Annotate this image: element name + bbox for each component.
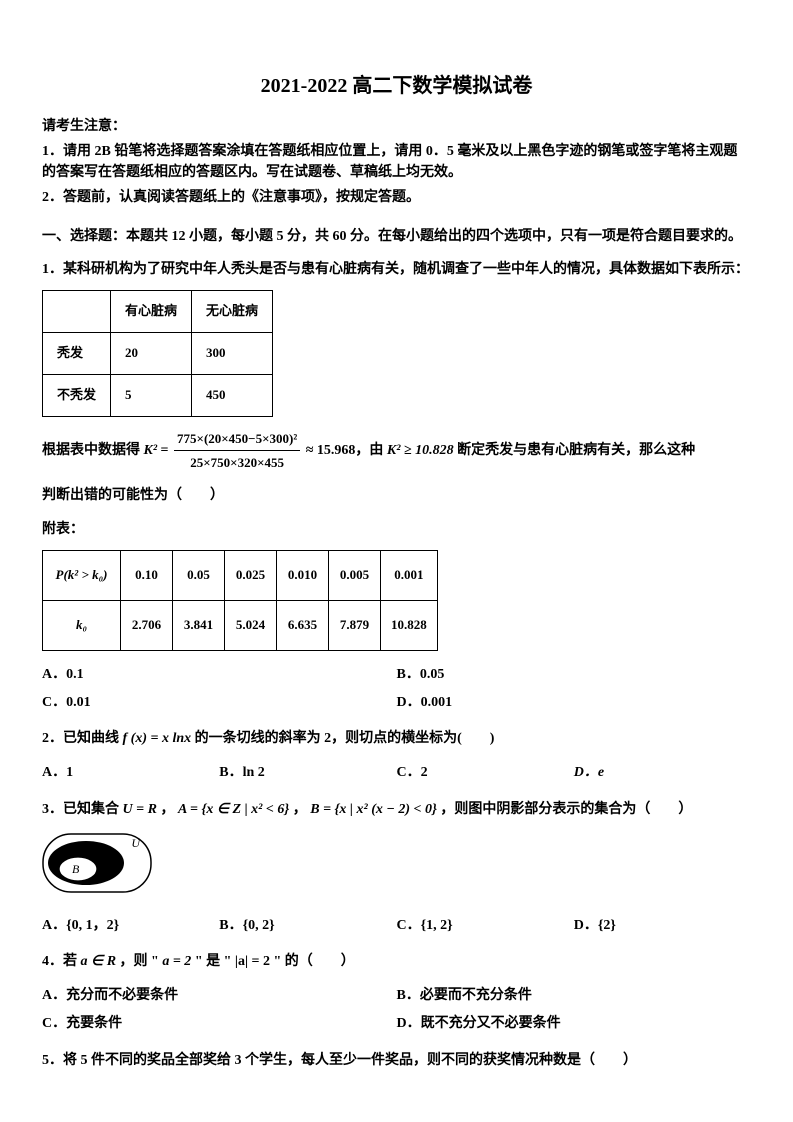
table-cell: 2.706 bbox=[121, 600, 173, 650]
q3-u: U = R bbox=[123, 802, 157, 817]
q1-data-table: 有心脏病 无心脏病 秃发 20 300 不秃发 5 450 bbox=[42, 290, 273, 416]
q2-func: f (x) = x lnx bbox=[123, 731, 192, 746]
table-cell-blank bbox=[43, 291, 111, 333]
q3-pre: 3．已知集合 bbox=[42, 802, 123, 817]
q3-text: 3．已知集合 U = R ， A = {x ∈ Z | x² < 6} ， B … bbox=[42, 798, 751, 822]
numerator: 775×(20×450−5×300)² bbox=[174, 427, 300, 451]
option-b[interactable]: B．{0, 2} bbox=[219, 912, 396, 940]
option-b[interactable]: B．ln 2 bbox=[219, 759, 396, 787]
table-cell: 0.010 bbox=[277, 550, 329, 600]
section-1-heading: 一、选择题：本题共 12 小题，每小题 5 分，共 60 分。在每小题给出的四个… bbox=[42, 226, 751, 248]
q1-options: A．0.1 B．0.05 C．0.01 D．0.001 bbox=[42, 661, 751, 718]
table-cell: 450 bbox=[192, 374, 273, 416]
q1-text: 1．某科研机构为了研究中年人秃头是否与患有心脏病有关，随机调查了一些中年人的情况… bbox=[42, 258, 751, 282]
q3-options: A．{0, 1，2} B．{0, 2} C．{1, 2} D．{2} bbox=[42, 912, 751, 940]
option-a[interactable]: A．充分而不必要条件 bbox=[42, 982, 397, 1010]
option-a[interactable]: A．{0, 1，2} bbox=[42, 912, 219, 940]
k-squared-cond: K² ≥ 10.828 bbox=[387, 443, 454, 458]
option-b[interactable]: B．必要而不充分条件 bbox=[397, 982, 752, 1010]
approx-text: ≈ 15.968，由 bbox=[306, 443, 387, 458]
fraction: 775×(20×450−5×300)² 25×750×320×455 bbox=[172, 427, 302, 475]
q4-post: " 的（ ） bbox=[274, 954, 355, 969]
option-a[interactable]: A．1 bbox=[42, 759, 219, 787]
q3-sep2: ， bbox=[293, 802, 311, 817]
q2-post: 的一条切线的斜率为 2，则切点的横坐标为( ) bbox=[195, 731, 495, 746]
option-c[interactable]: C．2 bbox=[397, 759, 574, 787]
instruction-2: 2．答题前，认真阅读答题纸上的《注意事项》，按规定答题。 bbox=[42, 187, 751, 208]
p-row-head: P(k² > k₀) bbox=[43, 550, 121, 600]
page-title: 2021-2022 高二下数学模拟试卷 bbox=[42, 70, 751, 102]
q4-mid1: ，则 " bbox=[120, 954, 163, 969]
q4-options: A．充分而不必要条件 B．必要而不充分条件 C．充要条件 D．既不充分又不必要条… bbox=[42, 982, 751, 1039]
venn-u-label: U bbox=[131, 836, 141, 850]
k-squared-symbol: K² bbox=[144, 443, 158, 458]
option-d[interactable]: D．e bbox=[574, 759, 751, 787]
table-cell: 0.10 bbox=[121, 550, 173, 600]
table-cell: 300 bbox=[192, 332, 273, 374]
table-cell: 6.635 bbox=[277, 600, 329, 650]
formula-prefix: 根据表中数据得 bbox=[42, 443, 144, 458]
table-cell: 5 bbox=[111, 374, 192, 416]
option-d[interactable]: D．{2} bbox=[574, 912, 751, 940]
q3-post: ，则图中阴影部分表示的集合为（ ） bbox=[440, 802, 692, 817]
table-cell: 10.828 bbox=[381, 600, 438, 650]
q3-a: A = {x ∈ Z | x² < 6} bbox=[178, 802, 289, 817]
table-cell: 0.001 bbox=[381, 550, 438, 600]
option-c[interactable]: C．0.01 bbox=[42, 689, 397, 717]
table-cell: 7.879 bbox=[329, 600, 381, 650]
table-cell: 3.841 bbox=[173, 600, 225, 650]
q2-text: 2．已知曲线 f (x) = x lnx 的一条切线的斜率为 2，则切点的横坐标… bbox=[42, 727, 751, 751]
table-cell: 5.024 bbox=[225, 600, 277, 650]
q4-text: 4．若 a ∈ R ，则 " a = 2 " 是 " |a| = 2 " 的（ … bbox=[42, 950, 751, 974]
k-row-head: k₀ bbox=[43, 600, 121, 650]
q4-cond2: a = 2 bbox=[162, 954, 191, 969]
instructions-head: 请考生注意： bbox=[42, 116, 751, 137]
table-cell: 20 bbox=[111, 332, 192, 374]
option-d[interactable]: D．既不充分又不必要条件 bbox=[397, 1010, 752, 1038]
q5-text: 5．将 5 件不同的奖品全部奖给 3 个学生，每人至少一件奖品，则不同的获奖情况… bbox=[42, 1049, 751, 1073]
option-b[interactable]: B．0.05 bbox=[397, 661, 752, 689]
q1-formula: 根据表中数据得 K² = 775×(20×450−5×300)² 25×750×… bbox=[42, 427, 751, 475]
q2-pre: 2．已知曲线 bbox=[42, 731, 123, 746]
table-row-label: 秃发 bbox=[43, 332, 111, 374]
denominator: 25×750×320×455 bbox=[174, 451, 300, 474]
table-cell: 0.05 bbox=[173, 550, 225, 600]
ptable-label: 附表： bbox=[42, 518, 751, 542]
q2-options: A．1 B．ln 2 C．2 D．e bbox=[42, 759, 751, 787]
instruction-1: 1．请用 2B 铅笔将选择题答案涂填在答题纸相应位置上，请用 0．5 毫米及以上… bbox=[42, 141, 751, 183]
q4-cond1: a ∈ R bbox=[81, 954, 117, 969]
after-text: 断定秃发与患有心脏病有关，那么这种 bbox=[457, 443, 695, 458]
table-header: 有心脏病 bbox=[111, 291, 192, 333]
q3-sep1: ， bbox=[160, 802, 178, 817]
option-d[interactable]: D．0.001 bbox=[397, 689, 752, 717]
table-cell: 0.025 bbox=[225, 550, 277, 600]
table-cell: 0.005 bbox=[329, 550, 381, 600]
q3-b: B = {x | x² (x − 2) < 0} bbox=[310, 802, 437, 817]
option-a[interactable]: A．0.1 bbox=[42, 661, 397, 689]
q4-mid2: " 是 " bbox=[195, 954, 235, 969]
option-c[interactable]: C．充要条件 bbox=[42, 1010, 397, 1038]
q1-line2: 判断出错的可能性为（ ） bbox=[42, 484, 751, 508]
venn-b-label: B bbox=[72, 862, 80, 876]
q4-pre: 4．若 bbox=[42, 954, 81, 969]
table-row-label: 不秃发 bbox=[43, 374, 111, 416]
venn-diagram-icon: U B bbox=[42, 833, 152, 893]
q4-cond3: |a| = 2 bbox=[235, 954, 270, 969]
table-header: 无心脏病 bbox=[192, 291, 273, 333]
q1-p-table: P(k² > k₀) 0.10 0.05 0.025 0.010 0.005 0… bbox=[42, 550, 438, 651]
option-c[interactable]: C．{1, 2} bbox=[397, 912, 574, 940]
